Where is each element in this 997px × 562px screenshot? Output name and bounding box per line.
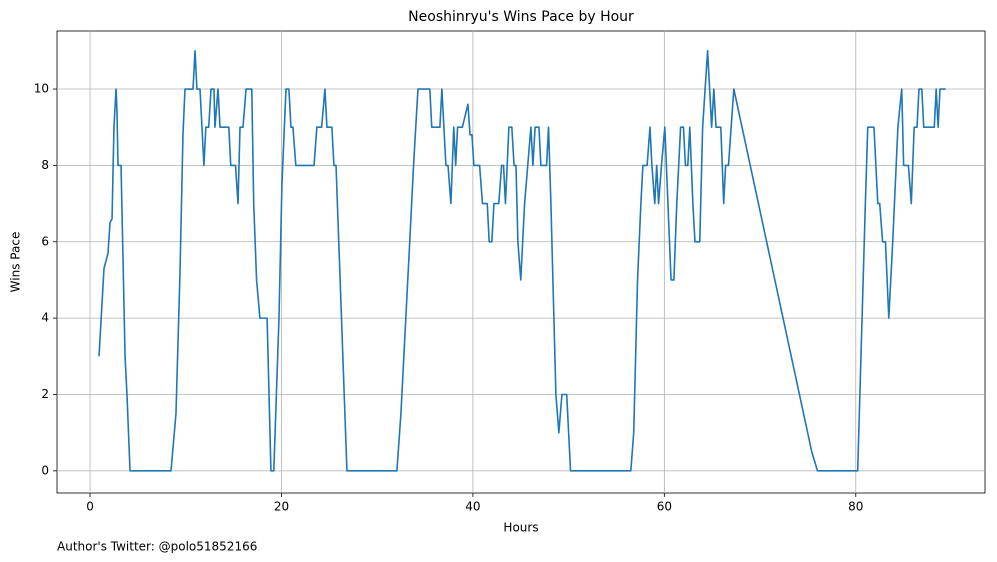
x-tick-label: 40 (465, 500, 480, 514)
y-tick-label: 4 (41, 311, 49, 325)
plot-frame (56, 30, 986, 494)
x-tick-label: 0 (86, 500, 94, 514)
x-tick-label: 20 (274, 500, 289, 514)
y-tick-label: 10 (34, 82, 49, 96)
x-tick-label: 60 (657, 500, 672, 514)
data-line (98, 50, 946, 472)
footer: Author's Twitter: @polo51852166 (57, 540, 257, 554)
y-tick-label: 0 (41, 463, 49, 477)
y-tick-label: 2 (41, 387, 49, 401)
y-tick-label: 6 (41, 234, 49, 248)
y-tick-label: 8 (41, 158, 49, 172)
x-axis-label: Hours (503, 521, 538, 535)
chart-title: Neoshinryu's Wins Pace by Hour (408, 9, 634, 25)
y-axis-label: Wins Pace (9, 232, 23, 293)
x-tick-label: 80 (848, 500, 863, 514)
